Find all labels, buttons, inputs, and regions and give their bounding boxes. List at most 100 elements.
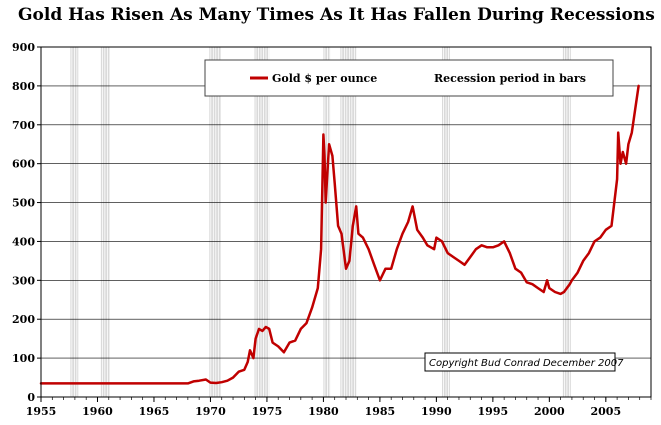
data-point	[634, 108, 636, 111]
data-point	[198, 379, 200, 382]
data-point	[492, 246, 494, 249]
x-tick-label: 1970	[195, 405, 226, 418]
data-point	[187, 382, 189, 385]
x-tick-label: 1960	[82, 405, 113, 418]
data-point	[379, 279, 381, 282]
data-point	[514, 267, 517, 270]
data-point	[559, 293, 562, 295]
y-tick-label: 100	[12, 352, 35, 365]
data-point	[537, 287, 539, 289]
data-point	[441, 240, 443, 243]
data-point	[340, 232, 343, 235]
data-point	[637, 85, 640, 87]
data-point	[232, 376, 234, 379]
data-point	[153, 382, 155, 385]
data-point	[407, 221, 409, 223]
data-point	[554, 291, 556, 293]
data-point	[546, 279, 548, 282]
data-point	[469, 256, 472, 258]
data-point	[246, 361, 249, 363]
data-point	[503, 240, 505, 243]
data-point	[331, 155, 334, 157]
recession-bar-fill	[254, 47, 270, 397]
data-point	[625, 162, 627, 165]
data-point	[480, 244, 483, 247]
data-point	[271, 341, 274, 344]
data-point	[305, 322, 308, 324]
data-point	[616, 178, 618, 181]
recession-bar-fill	[323, 47, 331, 397]
data-point	[582, 260, 585, 262]
data-point	[333, 182, 336, 184]
data-point	[617, 131, 620, 134]
data-point	[630, 131, 633, 134]
recession-bar	[70, 47, 79, 397]
y-tick-label: 0	[27, 391, 35, 404]
data-point	[328, 143, 330, 146]
data-point	[435, 236, 438, 239]
data-point	[258, 328, 260, 330]
data-point	[563, 291, 565, 293]
data-point	[542, 291, 545, 293]
data-point	[209, 381, 212, 384]
data-point	[261, 330, 264, 332]
data-point	[192, 380, 195, 383]
data-point	[396, 248, 398, 251]
copyright-annotation: Copyright Bud Conrad December 2007	[424, 352, 624, 372]
data-point	[357, 232, 360, 235]
x-tick-label: 2000	[534, 405, 565, 418]
data-point	[237, 370, 240, 373]
x-tick-label: 1975	[252, 405, 283, 418]
data-point	[426, 244, 429, 247]
data-point	[571, 279, 573, 282]
data-point	[367, 248, 370, 251]
recession-bar	[562, 47, 571, 397]
recession-bar	[100, 47, 111, 397]
data-point	[422, 236, 424, 239]
data-point	[463, 263, 466, 266]
recession-bar	[323, 47, 331, 397]
recession-bars	[70, 47, 571, 397]
data-point	[373, 263, 376, 266]
plot-area-frame	[40, 46, 652, 398]
data-point	[316, 287, 319, 289]
data-point	[254, 337, 257, 340]
x-tick-label: 1995	[478, 405, 509, 418]
legend-gold-label: Gold $ per ounce	[272, 72, 377, 85]
y-tick-label: 300	[12, 274, 35, 287]
chart-title: Gold Has Risen As Many Times As It Has F…	[18, 5, 655, 25]
data-point	[548, 287, 551, 289]
data-point	[452, 256, 455, 258]
data-point	[325, 182, 328, 184]
data-point	[610, 225, 613, 227]
data-point	[384, 267, 387, 270]
recession-bar	[442, 47, 450, 397]
data-point	[283, 351, 285, 354]
recession-bar-fill	[100, 47, 110, 397]
data-point	[322, 133, 325, 136]
data-point	[497, 244, 500, 247]
y-tick-label: 400	[12, 235, 35, 248]
data-point	[531, 283, 534, 286]
data-point	[588, 252, 590, 254]
data-point	[252, 357, 255, 359]
y-tick-label: 800	[12, 80, 35, 93]
data-point	[416, 228, 418, 231]
data-point	[288, 341, 291, 344]
data-point	[458, 260, 460, 262]
copyright-text: Copyright Bud Conrad December 2007	[429, 358, 624, 369]
data-point	[568, 283, 571, 286]
data-point	[525, 281, 528, 284]
y-tick-label: 900	[12, 41, 35, 54]
x-tick-label: 1990	[421, 405, 452, 418]
data-point	[411, 205, 414, 208]
data-point	[324, 201, 327, 204]
data-point	[249, 349, 251, 352]
data-point	[433, 248, 435, 251]
data-point	[355, 205, 357, 208]
x-tick-label: 1965	[139, 405, 170, 418]
data-point	[300, 328, 302, 330]
data-point	[268, 328, 270, 330]
data-point	[311, 306, 313, 309]
data-point	[486, 246, 489, 249]
